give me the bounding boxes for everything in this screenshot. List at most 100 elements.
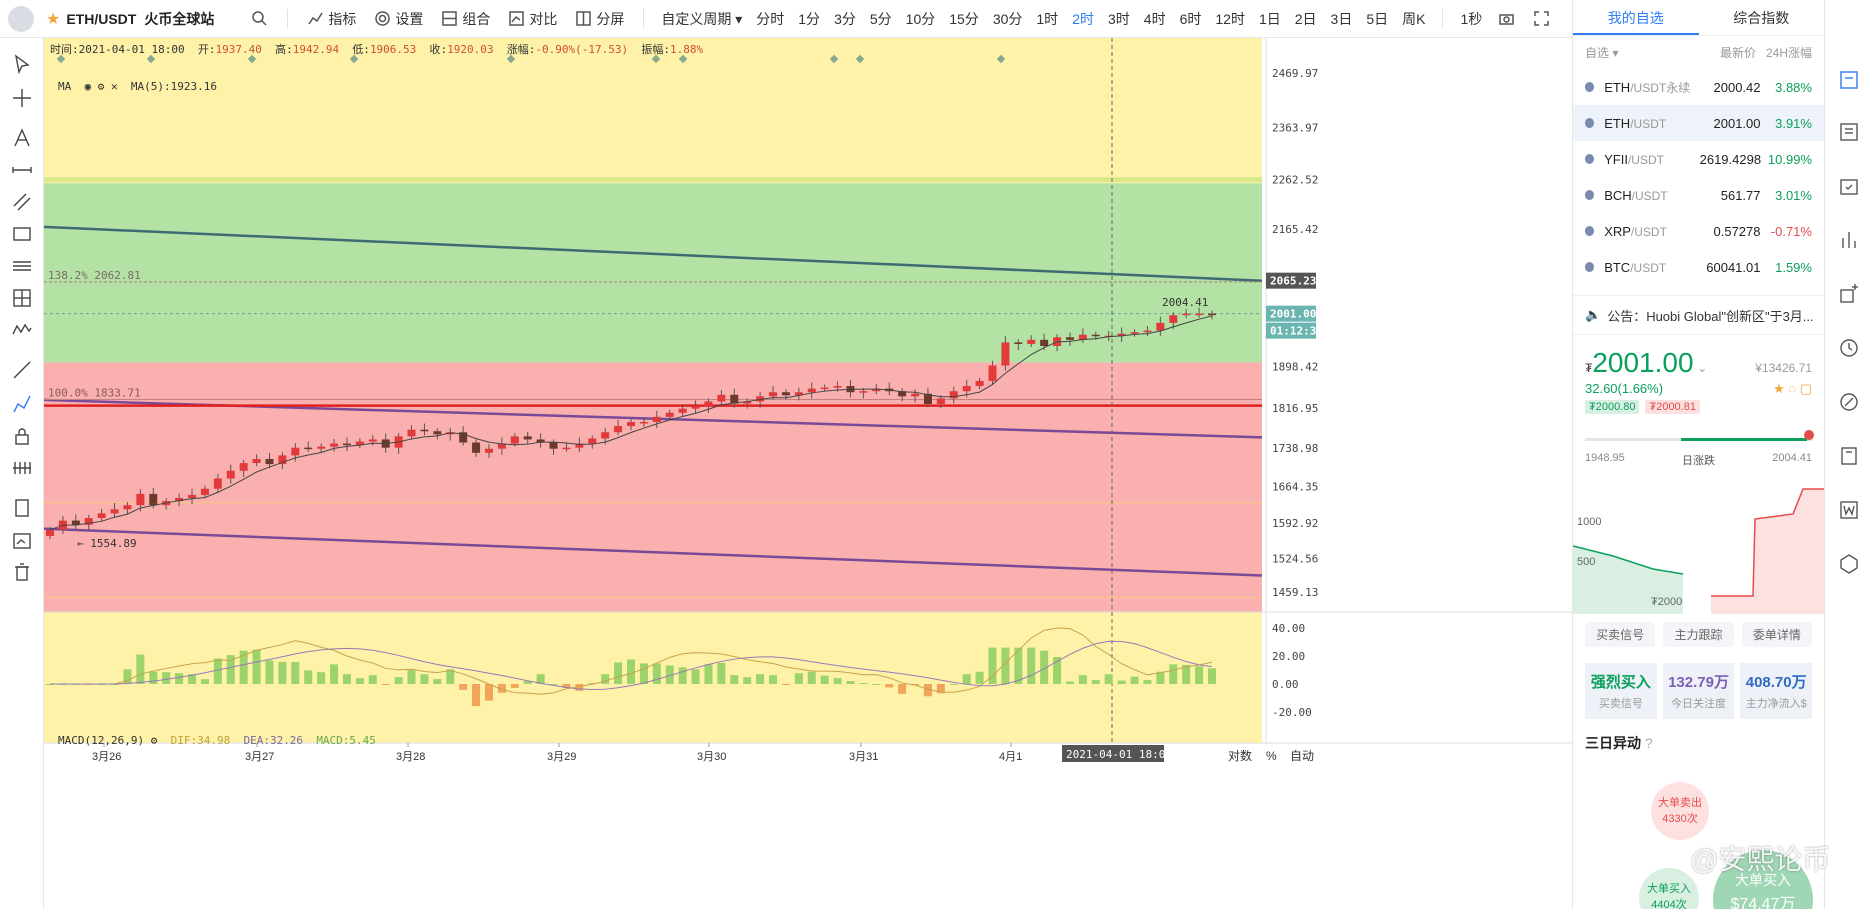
- calendar-side-button[interactable]: [1837, 174, 1861, 198]
- watchlist-row[interactable]: BCH/USDT 561.77 3.01%: [1573, 177, 1824, 213]
- compare-icon: [509, 11, 525, 26]
- gear-icon[interactable]: ⚙: [150, 734, 158, 747]
- text-tool[interactable]: [10, 126, 34, 150]
- period-6[interactable]: 30分: [992, 10, 1023, 27]
- pro-icon: [1840, 554, 1858, 574]
- channel-tool[interactable]: [10, 190, 34, 214]
- pro-side-button[interactable]: [1837, 552, 1861, 576]
- period-5[interactable]: 15分: [949, 10, 979, 27]
- period-4[interactable]: 10分: [905, 10, 936, 27]
- indicator-button[interactable]: 指标: [298, 9, 365, 29]
- big-buy-label: 大单买入: [1647, 883, 1691, 895]
- ruler-tool[interactable]: [10, 358, 34, 382]
- watchlist-row[interactable]: ETH/USDT 2001.00 3.91%: [1573, 105, 1824, 141]
- period-11[interactable]: 6时: [1179, 10, 1202, 27]
- announcement-bar[interactable]: 🔈 公告：Huobi Global"创新区"于3月...: [1573, 295, 1824, 335]
- magnet-tool[interactable]: [10, 456, 34, 480]
- candle-body: [110, 509, 119, 514]
- period-15[interactable]: 3日: [1330, 10, 1353, 27]
- period-9[interactable]: 3时: [1107, 10, 1130, 27]
- candle-body: [665, 412, 674, 417]
- period-14[interactable]: 2日: [1294, 10, 1317, 27]
- order-detail-button[interactable]: 委单详情: [1741, 622, 1812, 647]
- lock-tool[interactable]: [10, 424, 34, 448]
- book-side-button[interactable]: [1837, 444, 1861, 468]
- pair-change: 3.88%: [1775, 79, 1812, 95]
- tab-index[interactable]: 综合指数: [1733, 10, 1790, 26]
- eye-icon[interactable]: ◉: [84, 80, 92, 93]
- refresh-rate[interactable]: 1秒: [1460, 10, 1483, 27]
- stats-side-button[interactable]: [1837, 228, 1861, 252]
- magnet-icon: [13, 462, 31, 474]
- hline-tool[interactable]: [10, 158, 34, 182]
- delete-tool[interactable]: [10, 560, 34, 584]
- w-side-button[interactable]: [1837, 498, 1861, 522]
- pen-tool[interactable]: [10, 392, 34, 416]
- stat-card[interactable]: 强烈买入 买卖信号: [1585, 663, 1657, 719]
- tab-my-watchlist[interactable]: 我的自选: [1573, 0, 1699, 35]
- period-8[interactable]: 2时: [1072, 10, 1094, 27]
- parallel-tool[interactable]: [10, 254, 34, 278]
- period-13[interactable]: 1日: [1258, 10, 1281, 27]
- compare-button[interactable]: 对比: [499, 9, 566, 29]
- alarm-side-button[interactable]: [1837, 336, 1861, 360]
- wave-icon: [12, 323, 32, 335]
- big-sell-bubble[interactable]: 大单卖出 4330次: [1651, 782, 1709, 840]
- watchlist-side-button[interactable]: [1837, 68, 1861, 92]
- watchlist-filter[interactable]: 自选 ▾: [1585, 46, 1619, 60]
- chevron-down-icon[interactable]: ⌄: [1697, 361, 1708, 375]
- cursor-tool[interactable]: [10, 52, 34, 76]
- custom-period-dropdown[interactable]: 自定义周期 ▾: [661, 10, 743, 27]
- layers-tool[interactable]: [10, 496, 34, 520]
- chart-area[interactable]: 138.2% 2062.81 100.0% 1833.71 ← 1554.89 200…: [44, 38, 1572, 909]
- macd-bar: [652, 663, 661, 684]
- time-label: 3月27: [245, 751, 274, 763]
- template-tool[interactable]: [10, 528, 34, 552]
- explore-side-button[interactable]: [1837, 390, 1861, 414]
- close-icon[interactable]: ✕: [111, 80, 118, 93]
- split-button[interactable]: 分屏: [566, 9, 633, 29]
- add-side-button[interactable]: [1837, 282, 1861, 306]
- stat-value: 132.79万: [1668, 674, 1729, 691]
- period-3[interactable]: 5分: [869, 10, 892, 27]
- symbol-name[interactable]: ETH/USDT: [66, 10, 137, 27]
- star-icon[interactable]: ★ ◌ ▢: [1773, 381, 1812, 396]
- period-16[interactable]: 5日: [1366, 10, 1389, 27]
- period-0[interactable]: 分时: [756, 10, 785, 27]
- gear-icon[interactable]: ⚙: [97, 80, 105, 93]
- crosshair-tool[interactable]: [10, 86, 34, 110]
- period-7[interactable]: 1时: [1036, 10, 1059, 27]
- bid-ask-tags: ₮2000.80 ₮2000.81: [1573, 398, 1824, 416]
- period-10[interactable]: 4时: [1143, 10, 1166, 27]
- stat-card[interactable]: 132.79万 今日关注度: [1662, 663, 1735, 719]
- watchlist-row[interactable]: XRP/USDT 0.57278 -0.71%: [1573, 213, 1824, 249]
- stat-card[interactable]: 408.70万 主力净流入$: [1740, 663, 1813, 719]
- crosshair-time-bg: [1062, 745, 1164, 762]
- main-force-button[interactable]: 主力跟踪: [1663, 622, 1734, 647]
- fullscreen-button[interactable]: [1524, 10, 1559, 27]
- watchlist-row[interactable]: ETH/USDT永续 2000.42 3.88%: [1573, 69, 1824, 105]
- screenshot-button[interactable]: [1489, 10, 1524, 27]
- combo-button[interactable]: 组合: [432, 9, 499, 29]
- help-icon[interactable]: ?: [1644, 735, 1653, 751]
- period-2[interactable]: 3分: [834, 10, 856, 27]
- candle-body: [304, 447, 313, 450]
- favorite-star-icon[interactable]: ★: [46, 10, 61, 28]
- period-17[interactable]: 周K: [1402, 10, 1426, 27]
- big-buy-bubble[interactable]: 大单买入 4404次: [1639, 868, 1699, 909]
- period-12[interactable]: 12时: [1215, 10, 1245, 27]
- pattern-tool[interactable]: [10, 318, 34, 342]
- grid-tool[interactable]: [10, 286, 34, 310]
- rect-tool[interactable]: [10, 222, 34, 246]
- settings-button[interactable]: 设置: [365, 9, 432, 29]
- news-side-button[interactable]: [1837, 120, 1861, 144]
- time-label: 3月31: [849, 751, 878, 763]
- search-button[interactable]: [242, 10, 277, 27]
- watchlist-row[interactable]: YFII/USDT 2619.4298 10.99%: [1573, 141, 1824, 177]
- watchlist-row[interactable]: BTC/USDT 60041.01 1.59%: [1573, 249, 1824, 285]
- period-1[interactable]: 1分: [798, 10, 821, 27]
- kline-chart[interactable]: 138.2% 2062.81 100.0% 1833.71 ← 1554.89 200…: [44, 38, 1572, 909]
- price-tag-last: 2001.00: [1270, 308, 1316, 321]
- signal-button[interactable]: 买卖信号: [1585, 622, 1656, 647]
- pair-price: 2001.00: [1713, 115, 1761, 131]
